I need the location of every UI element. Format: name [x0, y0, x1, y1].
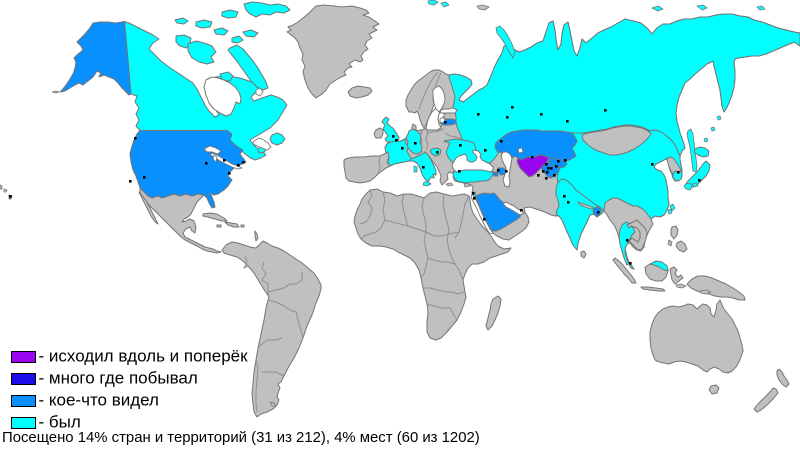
svg-text:- исходил вдоль и поперёк: - исходил вдоль и поперёк — [39, 347, 249, 366]
svg-text:Посещено 14% стран и территори: Посещено 14% стран и территорий (31 из 2… — [2, 430, 480, 446]
svg-text:- был: - был — [39, 413, 81, 432]
svg-text:- кое-что видел: - кое-что видел — [39, 391, 159, 410]
svg-text:- много где побывал: - много где побывал — [39, 369, 198, 388]
